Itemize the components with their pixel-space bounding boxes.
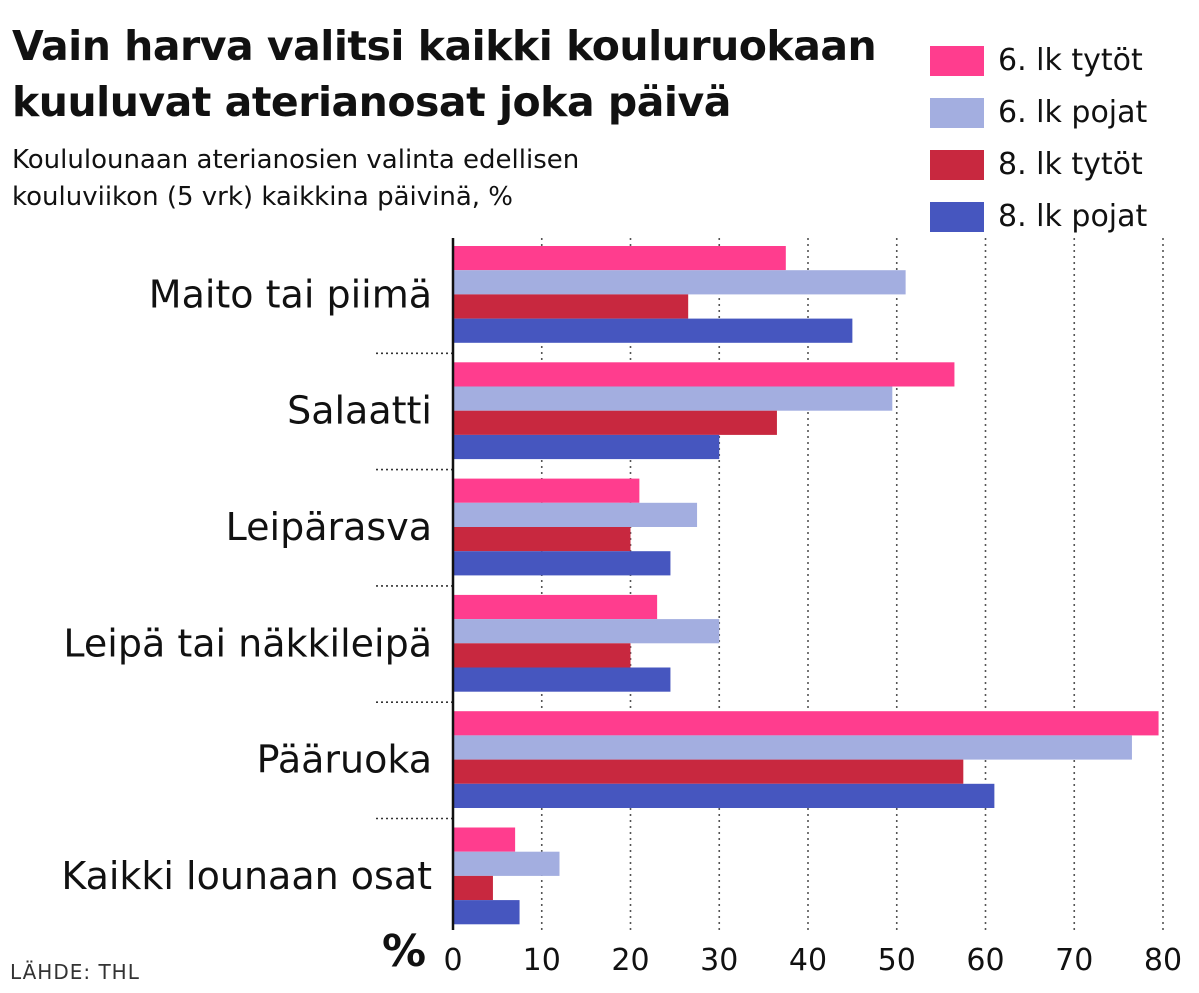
bar: [453, 643, 631, 668]
bar: [453, 270, 906, 295]
grid-lines: [540, 238, 1164, 930]
chart-subtitle: Koululounaan aterianosien valinta edelli…: [12, 145, 580, 212]
bar: [453, 294, 689, 319]
bar: [453, 318, 853, 343]
bar: [453, 478, 640, 503]
bar: [453, 619, 720, 644]
bar: [453, 851, 560, 876]
legend-label: 8. lk pojat: [998, 199, 1148, 234]
legend-item: 6. lk tytöt: [930, 40, 1195, 92]
bar: [453, 362, 955, 387]
x-tick-label: 40: [789, 943, 827, 978]
bar: [453, 783, 995, 808]
legend-swatch: [930, 46, 984, 76]
category-label: Kaikki lounaan osat: [61, 854, 432, 898]
bar: [453, 594, 658, 620]
legend-item: 8. lk tytöt: [930, 144, 1195, 196]
bar: [453, 875, 493, 901]
bar: [453, 410, 777, 435]
category-label: Leipärasva: [226, 505, 432, 549]
x-tick-label: 0: [443, 943, 462, 978]
x-tick-label: 30: [700, 943, 738, 978]
bar: [453, 735, 1132, 760]
bar: [453, 551, 671, 576]
legend-swatch: [930, 150, 984, 180]
category-label: Leipä tai näkkileipä: [63, 621, 432, 665]
category-label: Salaatti: [287, 389, 432, 433]
legend-label: 8. lk tytöt: [998, 147, 1143, 182]
bar: [453, 502, 698, 527]
chart-title: Vain harva valitsi kaikki kouluruokaan k…: [12, 22, 877, 126]
bar: [453, 527, 631, 552]
legend-label: 6. lk pojat: [998, 95, 1148, 130]
bar: [453, 900, 520, 925]
x-tick-label: 80: [1144, 943, 1182, 978]
legend-item: 6. lk pojat: [930, 92, 1195, 144]
legend-label: 6. lk tytöt: [998, 43, 1143, 78]
x-tick-label: 60: [966, 943, 1004, 978]
x-tick-label: 70: [1055, 943, 1093, 978]
bar: [453, 827, 516, 852]
bar: [453, 667, 671, 692]
bars: [453, 246, 1159, 925]
bar: [453, 434, 720, 460]
category-label: Maito tai piimä: [149, 272, 432, 316]
source-credit: LÄHDE: THL: [10, 960, 140, 984]
unit-label: %: [382, 926, 426, 977]
x-tick-label: 10: [523, 943, 561, 978]
category-labels: Maito tai piimä Salaatti Leipärasva Leipä t…: [61, 272, 432, 898]
bar: [453, 711, 1159, 736]
legend-swatch: [930, 202, 984, 232]
bar: [453, 246, 786, 271]
legend-swatch: [930, 98, 984, 128]
bar: [453, 759, 964, 784]
bar: [453, 386, 893, 411]
x-tick-label: 50: [878, 943, 916, 978]
legend: 6. lk tytöt 6. lk pojat 8. lk tytöt 8. lk p…: [930, 40, 1195, 248]
category-label: Pääruoka: [257, 738, 432, 782]
x-axis-ticks: 0 10 20 30 40 50 60 70 80: [443, 943, 1182, 978]
x-tick-label: 20: [611, 943, 649, 978]
legend-item: 8. lk pojat: [930, 196, 1195, 248]
